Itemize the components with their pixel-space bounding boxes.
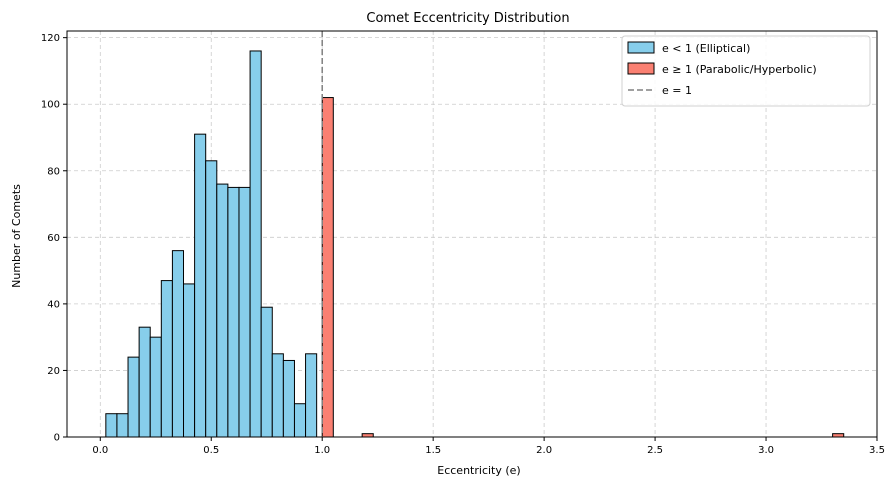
- plot-frame: [66, 30, 878, 438]
- histogram-bar: [271, 353, 284, 438]
- x-axis-ticks: 0.0 0.5 1.0 1.5 2.0 2.5 3.0 3.5: [92, 437, 885, 456]
- y-tick-label: 100: [41, 100, 60, 111]
- histogram-bar: [194, 133, 207, 438]
- histogram-bar: [105, 413, 118, 438]
- histogram-bar: [160, 280, 173, 438]
- x-axis-label: Eccentricity (e): [437, 464, 520, 477]
- histogram-bar: [216, 183, 229, 438]
- histogram-bar: [293, 403, 307, 438]
- y-tick-label: 60: [47, 233, 60, 244]
- x-tick-label: 2.5: [647, 445, 663, 456]
- y-tick-label: 40: [47, 299, 60, 310]
- x-tick-label: 1.0: [314, 445, 330, 456]
- x-tick-label: 2.0: [536, 445, 552, 456]
- histogram-bar: [116, 413, 129, 438]
- legend-box: [621, 35, 871, 107]
- legend-label: e = 1: [662, 84, 692, 97]
- y-axis-ticks: 0 20 40 60 80 100 120: [41, 33, 67, 444]
- histogram-bar: [260, 306, 273, 438]
- x-tick-label: 0.0: [92, 445, 108, 456]
- histogram-bar: [227, 186, 240, 438]
- y-tick-label: 0: [54, 433, 60, 444]
- histogram-bar: [171, 250, 185, 438]
- histogram-bar: [127, 356, 140, 438]
- y-tick-label: 80: [47, 166, 60, 177]
- legend-label: e < 1 (Elliptical): [662, 42, 750, 55]
- histogram-bar: [138, 326, 151, 438]
- legend-swatch: [627, 41, 655, 54]
- histogram-bar: [238, 186, 251, 438]
- histogram-bar: [249, 50, 262, 438]
- histogram-bar: [149, 336, 162, 438]
- x-tick-label: 3.5: [869, 445, 885, 456]
- legend-label: e ≥ 1 (Parabolic/Hyperbolic): [662, 63, 817, 76]
- y-tick-label: 20: [47, 366, 60, 377]
- histogram-bar: [205, 160, 218, 438]
- bars: [105, 50, 845, 438]
- legend: e < 1 (Elliptical) e ≥ 1 (Parabolic/Hyper…: [621, 35, 871, 107]
- y-axis-label: Number of Comets: [10, 184, 23, 288]
- x-tick-label: 1.5: [425, 445, 441, 456]
- legend-swatch: [627, 62, 655, 75]
- histogram-bar: [305, 353, 318, 438]
- histogram-bar: [183, 283, 196, 438]
- histogram-bar: [282, 359, 295, 438]
- chart-title: Comet Eccentricity Distribution: [366, 11, 569, 26]
- y-tick-label: 120: [41, 33, 60, 44]
- x-tick-label: 0.5: [203, 445, 219, 456]
- x-tick-label: 3.0: [758, 445, 774, 456]
- histogram-bar: [321, 97, 334, 438]
